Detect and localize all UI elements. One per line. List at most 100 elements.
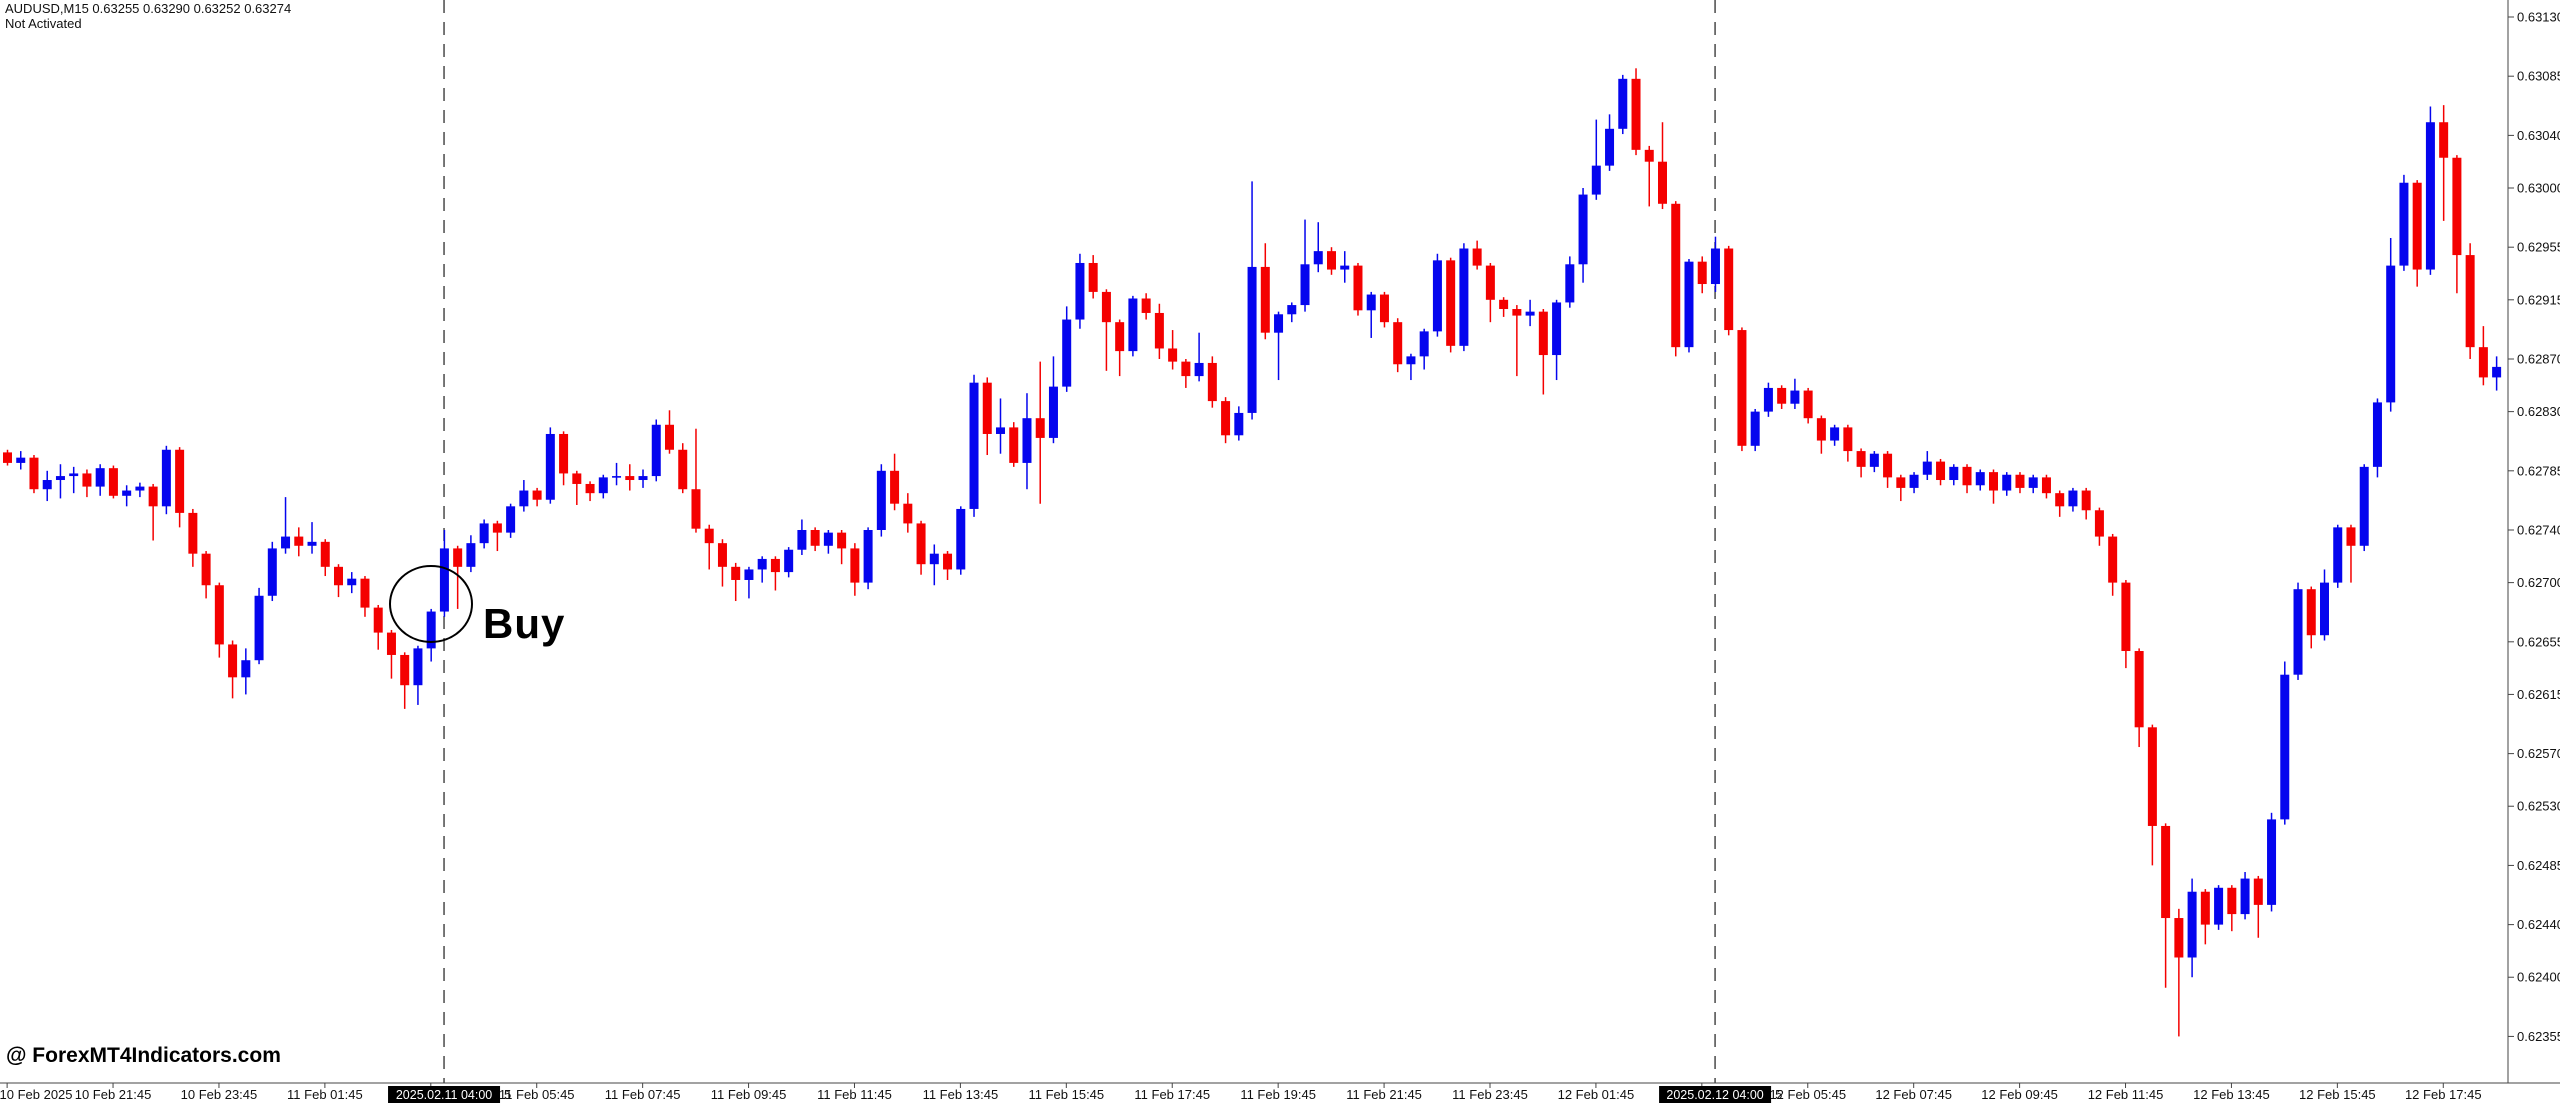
bull-candle-body <box>1909 474 1919 488</box>
bull-candle-body <box>757 558 767 570</box>
bear-candle-body <box>320 541 330 567</box>
bull-candle-body <box>135 486 145 491</box>
bull-candle-body <box>2028 477 2038 488</box>
bull-candle-body <box>876 470 886 530</box>
bull-candle-body <box>2280 674 2290 820</box>
bull-candle-body <box>929 553 939 565</box>
bull-candle-body <box>612 476 622 478</box>
price-axis-label: 0.62870 <box>2517 351 2560 366</box>
bull-candle-body <box>2425 122 2435 270</box>
bear-candle-body <box>2200 891 2210 925</box>
bull-candle-body <box>1830 427 1840 441</box>
bull-candle-body <box>347 578 357 586</box>
bull-candle-body <box>1313 251 1323 265</box>
bull-candle-body <box>1750 411 1760 446</box>
bear-candle-body <box>201 553 211 586</box>
bear-candle-body <box>943 553 953 570</box>
bear-candle-body <box>2081 490 2091 511</box>
bull-candle-body <box>95 468 105 487</box>
bull-candle-body <box>1022 418 1032 463</box>
bull-candle-body <box>281 536 291 549</box>
bear-candle-body <box>1221 401 1231 436</box>
vline-timestamp-label: 2025.02.12 04:00 <box>1666 1088 1763 1102</box>
price-axis-label: 0.62440 <box>2517 917 2560 932</box>
bull-candle-body <box>969 382 979 509</box>
bear-candle-body <box>1168 348 1178 362</box>
bull-candle-body <box>1591 165 1601 195</box>
price-axis-label: 0.62485 <box>2517 858 2560 873</box>
bear-candle-body <box>1803 390 1813 419</box>
bull-candle-body <box>2359 466 2369 546</box>
bear-candle-body <box>2465 255 2475 348</box>
bull-candle-body <box>413 648 423 686</box>
bull-candle-body <box>2492 366 2502 378</box>
bear-candle-body <box>2174 918 2184 958</box>
bear-candle-body <box>2108 536 2118 583</box>
time-axis-label: 11 Feb 15:45 <box>1028 1087 1104 1102</box>
bear-candle-body <box>2161 825 2171 919</box>
bear-candle-body <box>82 473 92 487</box>
price-axis-label: 0.62615 <box>2517 687 2560 702</box>
bear-candle-body <box>916 523 926 565</box>
bear-candle-body <box>1777 387 1787 404</box>
bear-candle-body <box>1101 291 1111 323</box>
bear-candle-body <box>1671 203 1681 348</box>
price-axis-label: 0.63040 <box>2517 128 2560 143</box>
vline-timestamp-box[interactable] <box>1659 1086 1772 1103</box>
bull-candle-body <box>1525 311 1535 316</box>
bull-candle-body <box>2399 182 2409 266</box>
bear-candle-body <box>704 528 714 544</box>
bear-candle-body <box>214 585 224 645</box>
bear-candle-body <box>585 483 595 494</box>
price-axis-label: 0.62655 <box>2517 634 2560 649</box>
forexmt4indicators-watermark: @ ForexMT4Indicators.com <box>6 1044 281 1067</box>
bull-candle-body <box>1406 356 1416 365</box>
price-axis-label: 0.62700 <box>2517 575 2560 590</box>
bear-candle-body <box>400 654 410 686</box>
vertical-line-markers[interactable] <box>443 0 1716 1083</box>
bear-candle-body <box>1009 427 1019 463</box>
bull-candle-body <box>466 543 476 567</box>
bull-candle-body <box>996 427 1005 434</box>
vline-timestamp-box[interactable] <box>388 1086 501 1103</box>
bull-candle-body <box>2386 265 2396 403</box>
bear-candle-body <box>1353 265 1363 311</box>
bull-candle-body <box>1618 78 1628 129</box>
bear-candle-body <box>175 449 185 513</box>
bear-candle-body <box>665 424 674 450</box>
bear-candle-body <box>1154 312 1164 349</box>
candlestick-series <box>3 68 2502 1037</box>
bear-candle-body <box>982 382 992 434</box>
bear-candle-body <box>890 470 900 504</box>
bull-candle-body <box>2240 878 2250 915</box>
bull-candle-body <box>55 476 65 481</box>
bull-candle-body <box>426 611 436 649</box>
bear-candle-body <box>228 644 238 678</box>
price-axis-label: 0.63130 <box>2517 10 2560 25</box>
bear-candle-body <box>1327 251 1336 270</box>
bear-candle-body <box>2346 527 2356 546</box>
price-axis-label: 0.62740 <box>2517 522 2560 537</box>
bear-candle-body <box>2439 122 2449 158</box>
bull-candle-body <box>823 532 833 546</box>
bear-candle-body <box>2253 878 2263 905</box>
bear-candle-body <box>373 607 383 633</box>
bull-candle-body <box>69 473 79 477</box>
bull-candle-body <box>122 490 132 496</box>
bear-candle-body <box>1856 451 1866 467</box>
bear-candle-body <box>770 558 780 573</box>
bear-candle-body <box>360 578 370 608</box>
bull-candle-body <box>241 660 251 678</box>
bull-candle-body <box>1565 264 1575 303</box>
chart-header-symbol-ohlc: AUDUSD,M15 0.63255 0.63290 0.63252 0.632… <box>5 1 291 16</box>
time-axis-marker-boxes[interactable]: 2025.02.11 04:00 5 2025.02.12 04:00 5 <box>388 1086 1782 1103</box>
bull-candle-body <box>479 523 489 544</box>
bear-candle-body <box>334 566 343 586</box>
bear-candle-body <box>2147 727 2157 826</box>
bear-candle-body <box>2412 182 2422 270</box>
time-axis-label: 12 Feb 05:45 <box>1769 1087 1846 1102</box>
bear-candle-body <box>2478 347 2488 378</box>
covered-time-label-tail: 5 <box>504 1087 511 1102</box>
bull-candle-body <box>307 541 317 546</box>
